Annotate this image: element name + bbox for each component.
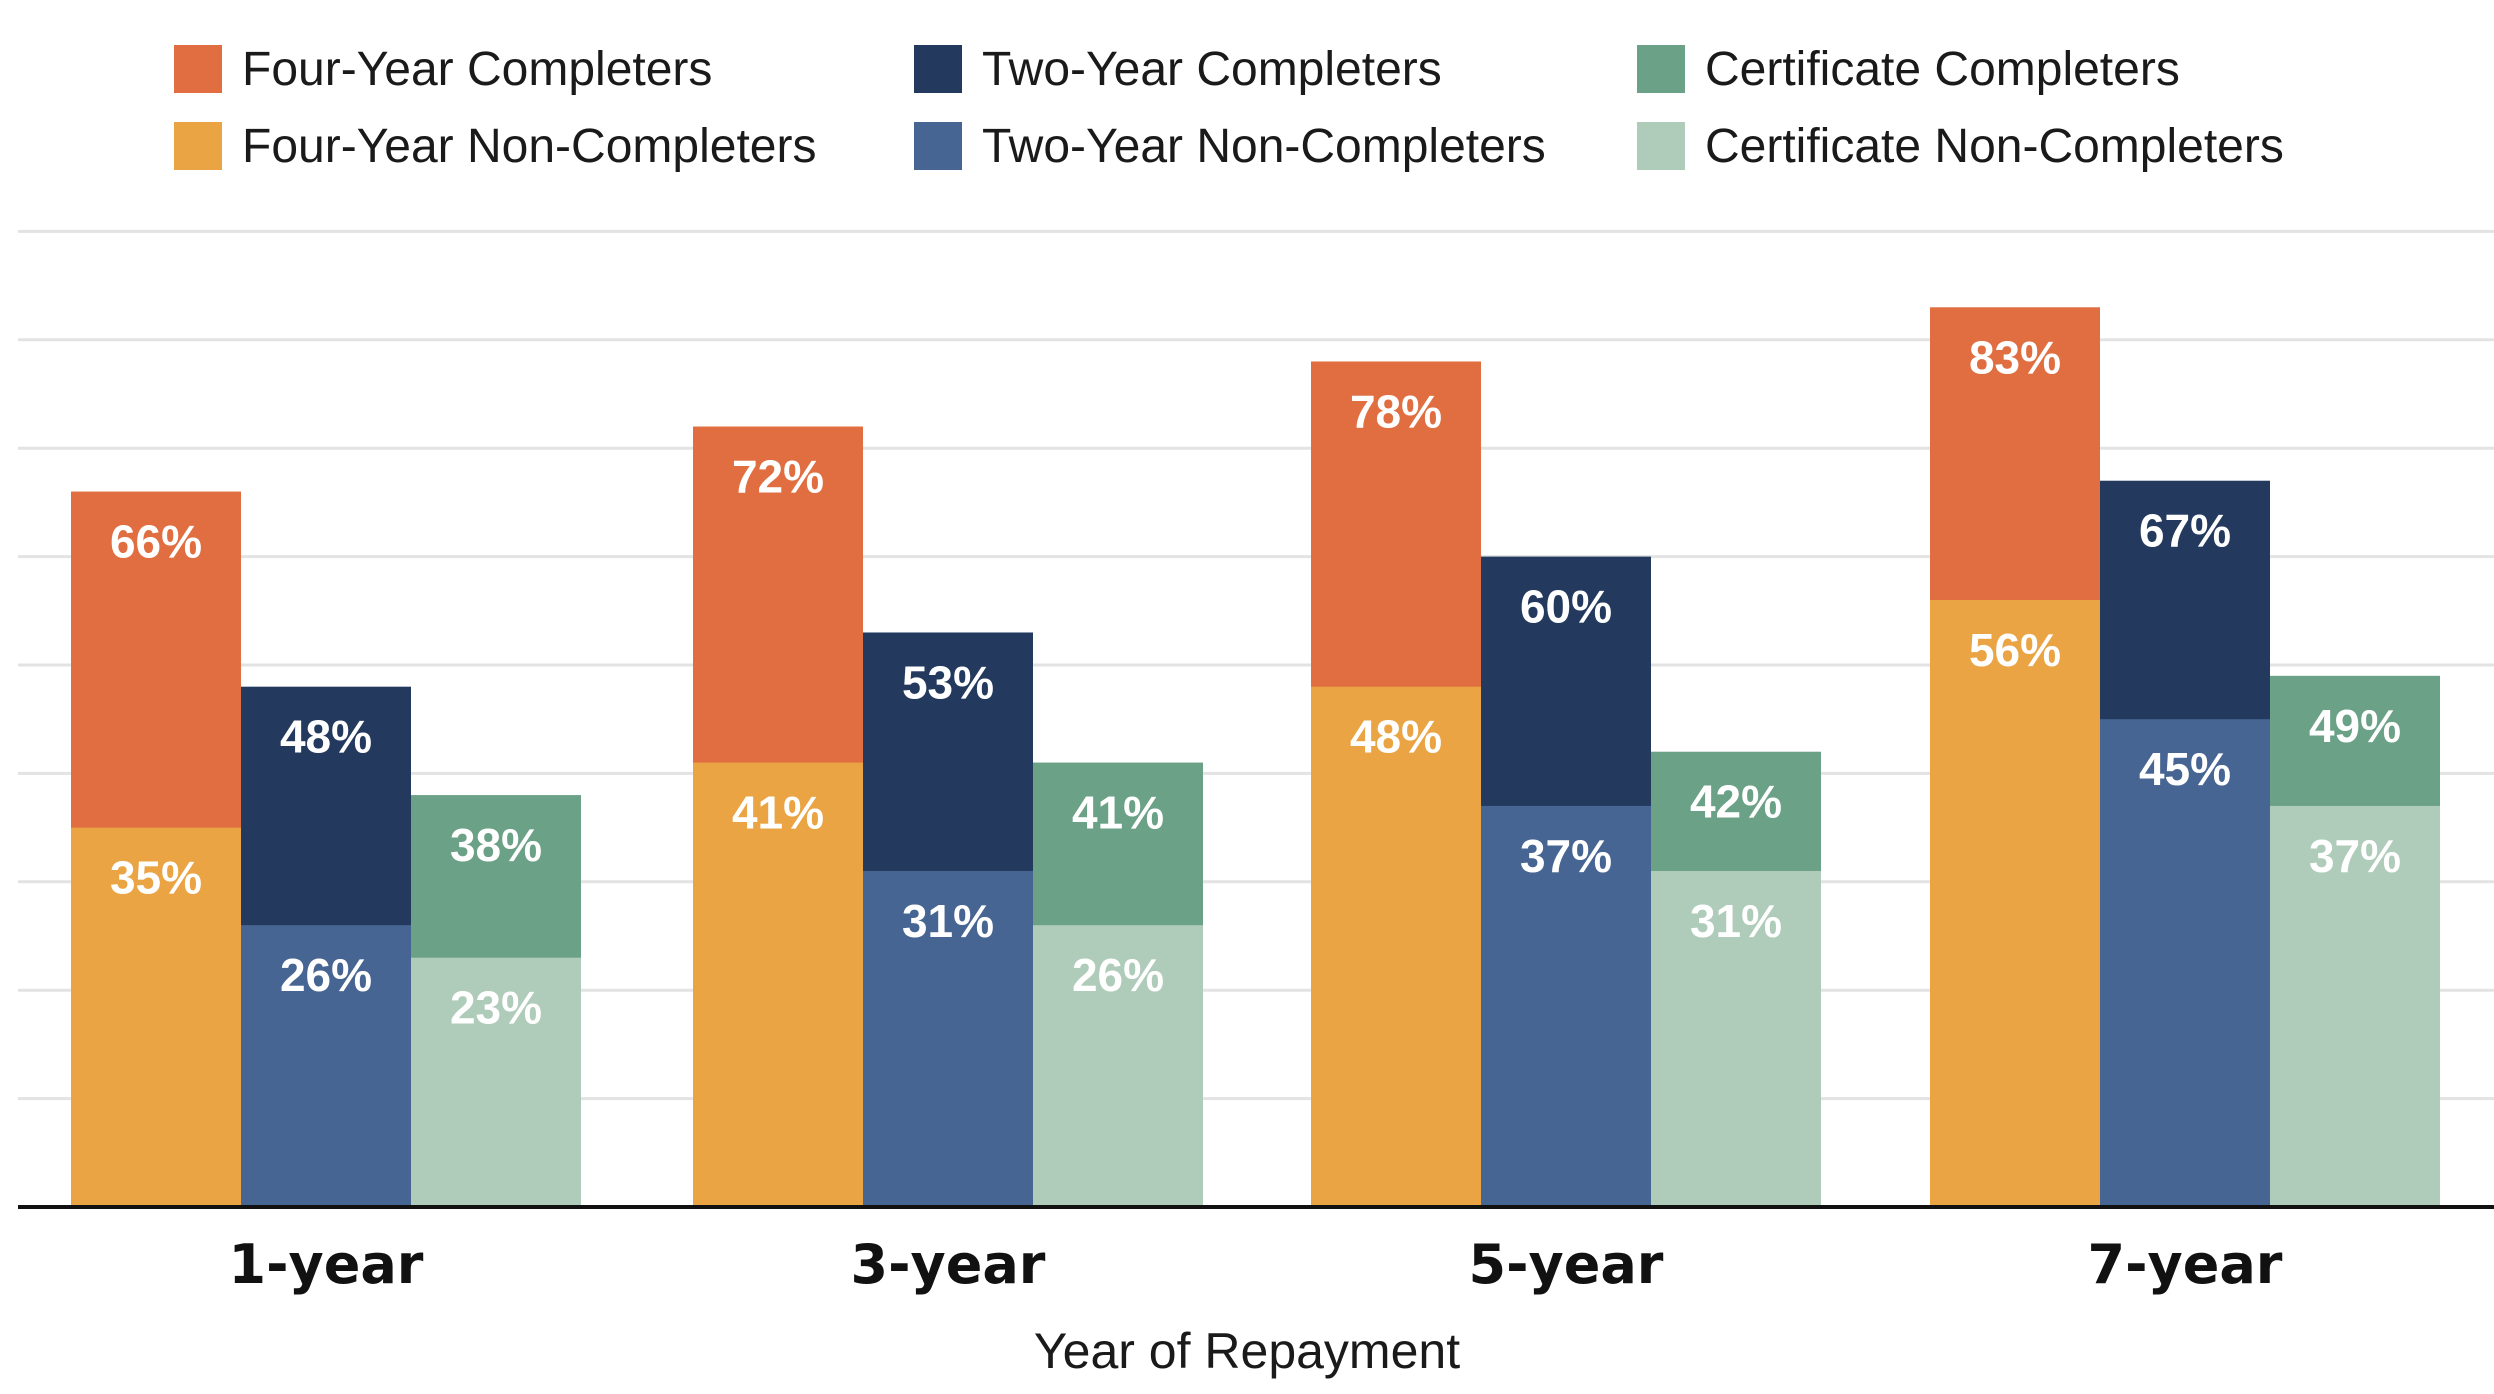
data-label: 37% <box>2309 830 2401 882</box>
legend-swatch <box>914 45 962 93</box>
legend-item-certificate-non-completers: Certificate Non-Completers <box>1637 119 2284 173</box>
bar-two-year-non-completers <box>1481 805 1651 1207</box>
bar-certificate-non-completers <box>2270 805 2440 1207</box>
bar-four-year-non-completers <box>1311 686 1481 1207</box>
data-label: 48% <box>280 711 372 763</box>
data-label: 23% <box>450 982 542 1034</box>
legend-label: Certificate Completers <box>1705 42 2180 96</box>
legend-swatch <box>914 122 962 170</box>
x-tick-label: 3-year <box>851 1233 1046 1296</box>
x-tick-label: 7-year <box>2088 1233 2283 1296</box>
data-label: 38% <box>450 819 542 871</box>
data-label: 37% <box>1520 830 1612 882</box>
data-label: 45% <box>2139 743 2231 795</box>
legend-swatch <box>174 45 222 93</box>
data-label: 41% <box>732 787 824 839</box>
legend-label: Two-Year Completers <box>982 42 1442 96</box>
data-label: 26% <box>1072 949 1164 1001</box>
bar-certificate-non-completers <box>1651 870 1821 1207</box>
data-label: 60% <box>1520 581 1612 633</box>
x-axis-title: Year of Repayment <box>1033 1323 1461 1379</box>
bar-four-year-non-completers <box>71 827 241 1207</box>
data-label: 48% <box>1350 711 1442 763</box>
data-label: 66% <box>110 516 202 568</box>
bar-four-year-non-completers <box>693 762 863 1207</box>
bar-certificate-non-completers <box>1033 925 1203 1207</box>
x-tick-label: 1-year <box>229 1233 424 1296</box>
bar-two-year-non-completers <box>241 925 411 1207</box>
data-label: 56% <box>1969 624 2061 676</box>
legend-item-two-year-completers: Two-Year Completers <box>914 42 1442 96</box>
data-label: 78% <box>1350 385 1442 437</box>
data-label: 31% <box>1690 895 1782 947</box>
bar-two-year-non-completers <box>863 870 1033 1207</box>
bar-two-year-non-completers <box>2100 719 2270 1207</box>
legend-item-two-year-non-completers: Two-Year Non-Completers <box>914 119 1546 173</box>
legend-label: Four-Year Non-Completers <box>242 119 817 173</box>
legend-swatch <box>174 122 222 170</box>
data-label: 67% <box>2139 505 2231 557</box>
data-label: 42% <box>1690 776 1782 828</box>
bar-certificate-non-completers <box>411 957 581 1207</box>
legend-label: Four-Year Completers <box>242 42 713 96</box>
legend-item-four-year-non-completers: Four-Year Non-Completers <box>174 119 817 173</box>
legend: Four-Year Completers Two-Year Completers… <box>174 42 2374 194</box>
bar-four-year-non-completers <box>1930 599 2100 1207</box>
data-label: 72% <box>732 451 824 503</box>
x-tick-label: 5-year <box>1469 1233 1664 1296</box>
legend-swatch <box>1637 122 1685 170</box>
data-label: 26% <box>280 949 372 1001</box>
data-label: 49% <box>2309 700 2401 752</box>
legend-item-four-year-completers: Four-Year Completers <box>174 42 713 96</box>
legend-swatch <box>1637 45 1685 93</box>
data-label: 31% <box>902 895 994 947</box>
legend-label: Certificate Non-Completers <box>1705 119 2284 173</box>
data-label: 35% <box>110 852 202 904</box>
data-label: 41% <box>1072 787 1164 839</box>
legend-label: Two-Year Non-Completers <box>982 119 1546 173</box>
data-label: 83% <box>1969 331 2061 383</box>
data-label: 53% <box>902 656 994 708</box>
legend-item-certificate-completers: Certificate Completers <box>1637 42 2180 96</box>
